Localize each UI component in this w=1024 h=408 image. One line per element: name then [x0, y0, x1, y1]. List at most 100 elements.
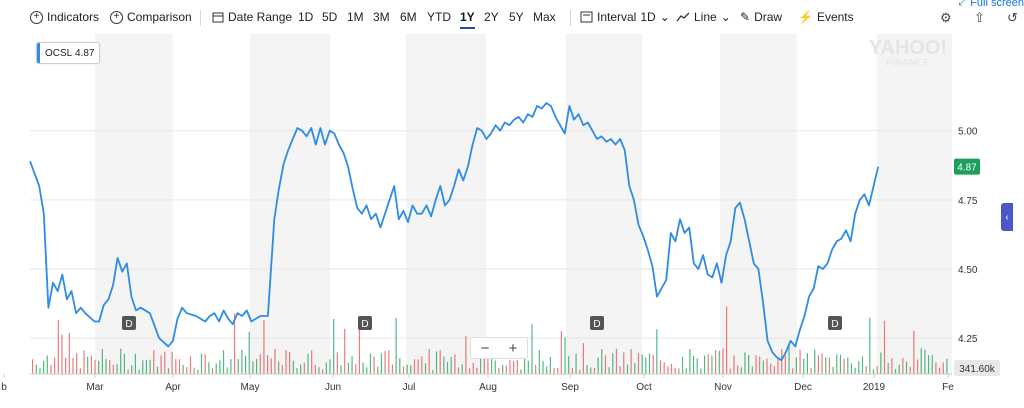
volume-bar: [156, 366, 159, 374]
volume-bar: [296, 368, 298, 374]
interval-label: Interval: [597, 10, 637, 24]
volume-bar: [472, 362, 474, 374]
volume-bar: [535, 364, 537, 374]
volume-bar: [674, 367, 676, 374]
volume-bar: [828, 357, 831, 374]
volume-bar: [94, 360, 96, 374]
volume-bar: [32, 359, 34, 374]
volume-bar: [138, 369, 140, 374]
volume-bar: [527, 360, 529, 374]
events-button[interactable]: ⚡ Events: [798, 10, 854, 24]
full-screen-link[interactable]: ⤢ Full screen: [958, 0, 1024, 9]
x-tick-label: Oct: [636, 382, 652, 393]
volume-bar: [630, 349, 632, 374]
dividend-marker-label: D: [831, 319, 838, 330]
comparison-button[interactable]: + Comparison: [110, 10, 192, 24]
volume-bar: [931, 355, 933, 374]
volume-bar: [641, 354, 643, 374]
range-1m[interactable]: 1M: [347, 10, 364, 24]
range-3m[interactable]: 3M: [373, 10, 390, 24]
volume-bar: [858, 361, 860, 374]
volume-bar: [571, 367, 573, 374]
volume-bar: [479, 352, 482, 374]
volume-bar: [410, 365, 412, 374]
volume-bar: [300, 364, 302, 374]
volume-bar: [384, 350, 386, 374]
range-5d[interactable]: 5D: [322, 10, 338, 24]
volume-bar: [612, 353, 614, 374]
volume-bar: [850, 363, 853, 374]
volume-bar: [498, 367, 500, 374]
volume-bar: [35, 364, 37, 374]
settings-icon[interactable]: ⚙: [940, 10, 952, 25]
interval-icon: [580, 11, 593, 23]
dividend-marker: [358, 316, 372, 330]
volume-bar: [692, 356, 695, 374]
volume-bar: [380, 353, 383, 374]
volume-bar: [215, 363, 217, 374]
indicators-button[interactable]: + Indicators: [30, 10, 99, 24]
price-line: [29, 102, 880, 362]
volume-bar: [208, 362, 210, 374]
volume-bar: [197, 369, 199, 374]
zoom-out-button[interactable]: −: [480, 339, 490, 357]
volume-bar: [553, 367, 555, 374]
volume-bar: [733, 355, 735, 374]
x-tick-label: Fe: [942, 382, 954, 393]
volume-bar: [61, 334, 63, 374]
volume-bar: [443, 356, 445, 374]
volume-bar: [366, 367, 368, 374]
full-screen-label: Full screen: [970, 0, 1024, 9]
date-range-label: Date Range: [228, 10, 293, 24]
volume-bar: [803, 358, 805, 374]
range-max[interactable]: Max: [533, 10, 556, 24]
zoom-in-button[interactable]: +: [508, 339, 518, 357]
volume-bar: [72, 357, 74, 374]
range-5y[interactable]: 5Y: [509, 10, 524, 24]
reset-icon[interactable]: ↺: [1007, 10, 1018, 25]
share-icon[interactable]: ⇧: [974, 10, 985, 25]
volume-bar: [454, 354, 456, 374]
range-2y[interactable]: 2Y: [484, 10, 499, 24]
interval-button[interactable]: Interval 1D ⌄: [580, 10, 670, 24]
date-range-button[interactable]: Date Range: [212, 10, 292, 24]
line-type-button[interactable]: Line ⌄: [676, 10, 731, 24]
volume-bar: [439, 349, 441, 374]
price-chart[interactable]: 5.00 4.75 4.50 4.25 YAHOO!FINANCE 4.87 341.60k…: [0, 34, 1024, 408]
dividend-marker-label: D: [125, 319, 132, 330]
volume-bar: [105, 359, 107, 374]
volume-bar: [549, 357, 551, 374]
volume-bar: [402, 366, 405, 374]
volume-bar: [913, 330, 915, 374]
draw-button[interactable]: ✎ Draw: [740, 10, 782, 24]
volume-bar: [795, 357, 797, 374]
volume-bar: [252, 361, 254, 374]
volume-bar: [946, 358, 948, 374]
volume-bar: [714, 350, 717, 374]
side-panel-toggle[interactable]: ‹: [1001, 203, 1013, 231]
volume-bar: [685, 368, 687, 374]
volume-bar: [773, 366, 775, 374]
volume-bar: [388, 350, 390, 374]
volume-bar: [303, 362, 305, 374]
volume-bar: [43, 360, 45, 374]
volume-bar: [395, 317, 397, 374]
volume-bar: [579, 369, 581, 374]
volume-bar: [681, 357, 684, 374]
volume-bar: [307, 353, 309, 374]
volume-bar: [406, 364, 408, 374]
range-1d[interactable]: 1D: [298, 10, 314, 24]
volume-bar: [314, 365, 316, 374]
volume-bar: [476, 367, 478, 374]
range-ytd[interactable]: YTD: [427, 10, 451, 24]
range-1y[interactable]: 1Y: [460, 10, 475, 29]
volume-bar: [189, 356, 192, 374]
volume-bar: [502, 365, 504, 374]
toolbar-divider: [200, 10, 201, 26]
y-tick-label: 4.75: [958, 196, 978, 207]
volume-bar: [538, 350, 540, 374]
range-6m[interactable]: 6M: [400, 10, 417, 24]
volume-bar: [322, 369, 324, 374]
line-chart-icon: [676, 12, 690, 22]
volume-bar: [167, 368, 170, 374]
